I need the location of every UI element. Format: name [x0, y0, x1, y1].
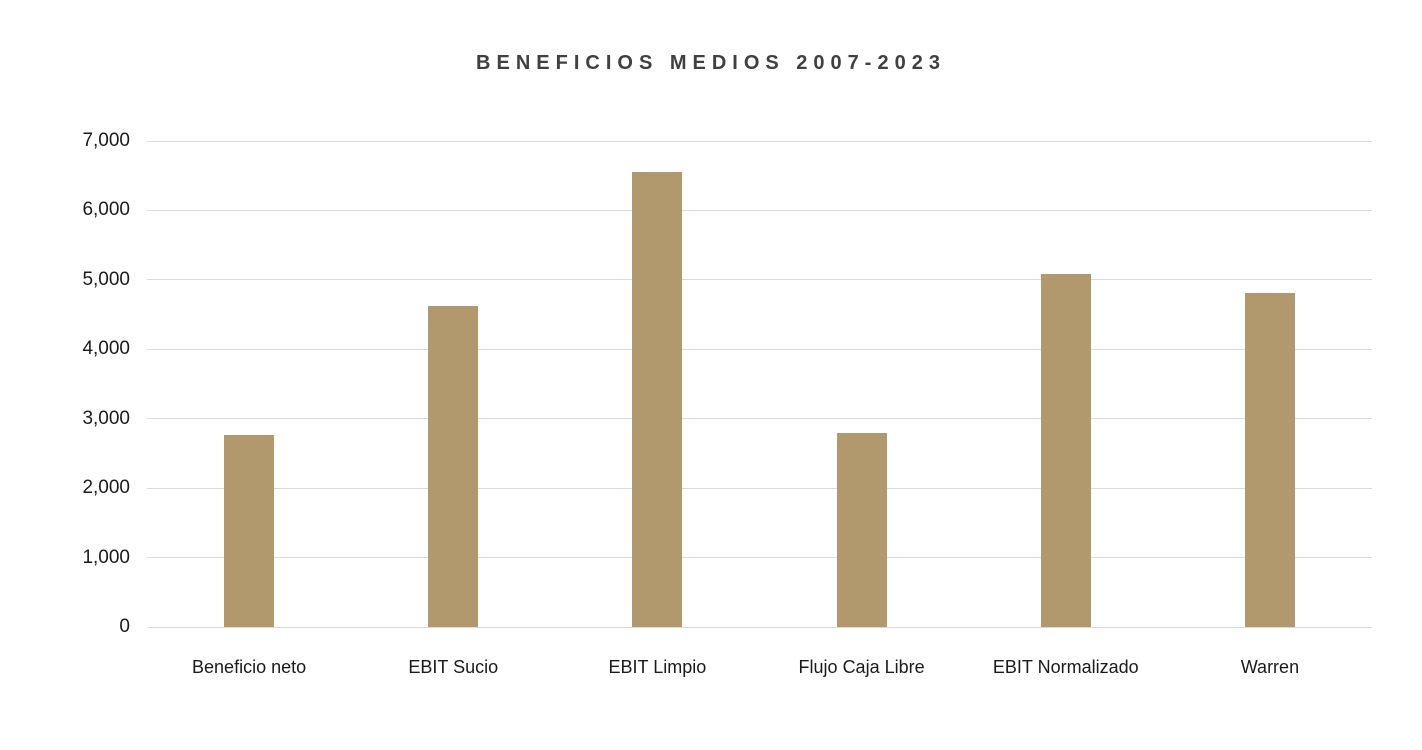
y-axis-tick-label: 7,000 [82, 130, 130, 151]
gridline [147, 209, 1372, 211]
x-axis-category-label: EBIT Limpio [608, 657, 707, 677]
y-axis-tick-label: 1,000 [82, 546, 130, 568]
x-axis-category-label: Flujo Caja Libre [798, 657, 925, 677]
chart-title: BENEFICIOS MEDIOS 2007-2023 [476, 52, 946, 74]
gridline [147, 487, 1372, 489]
bar-flujo-caja-libre [836, 433, 887, 627]
y-axis-tick-label: 2,000 [82, 477, 130, 499]
x-axis-category-label: EBIT Sucio [408, 657, 499, 677]
x-axis-category-label: Warren [1240, 657, 1300, 677]
y-axis-tick-label: 3,000 [82, 407, 130, 429]
y-axis-tick-label: 5,000 [82, 268, 130, 290]
gridline [147, 418, 1372, 420]
x-axis-category-label: EBIT Normalizado [992, 657, 1139, 677]
gridline [147, 279, 1372, 281]
y-axis-tick-label: 0 [119, 616, 130, 637]
plot-area: 0 1,000 2,000 3,000 4,000 5,000 6,000 7,000 Ben… [82, 130, 1372, 677]
bar-warren [1244, 293, 1295, 627]
bar-ebit-normalizado [1040, 273, 1091, 627]
gridline [147, 140, 1372, 142]
y-axis-tick-label: 6,000 [82, 199, 130, 221]
gridline [147, 557, 1372, 559]
bar-ebit-limpio [632, 171, 683, 627]
bar-ebit-sucio [428, 306, 479, 627]
x-axis-category-label: Beneficio neto [192, 657, 307, 677]
y-axis-tick-label: 4,000 [82, 338, 130, 360]
gridline [147, 626, 1372, 628]
bar-beneficio-neto [224, 435, 275, 627]
gridline [147, 348, 1372, 350]
